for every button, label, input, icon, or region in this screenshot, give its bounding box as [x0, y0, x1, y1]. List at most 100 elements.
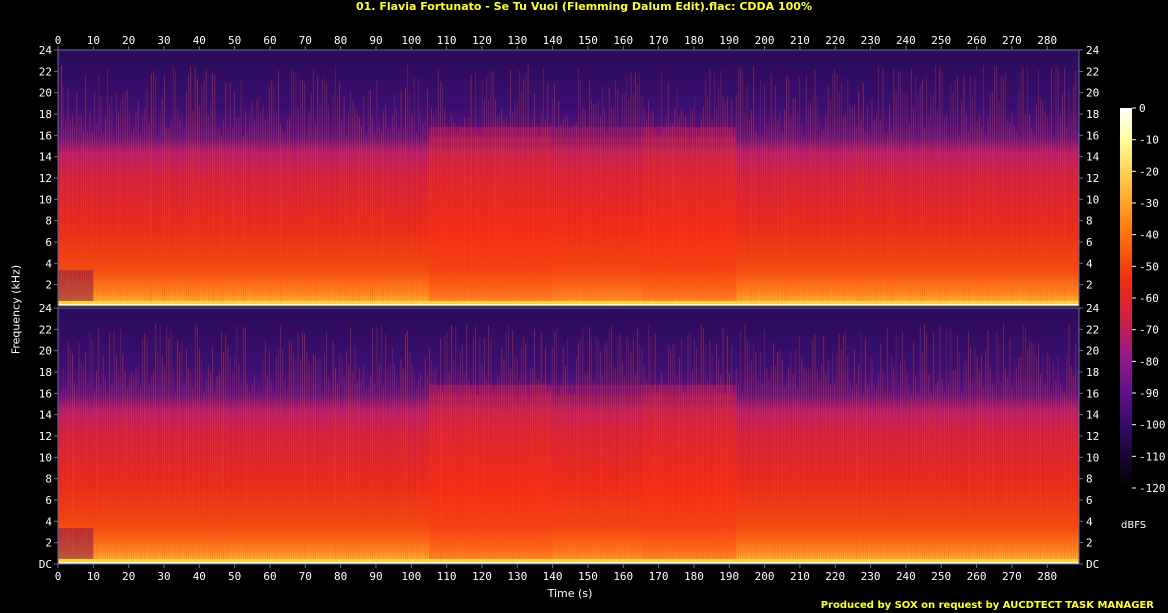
high-energy-edge	[428, 384, 553, 401]
channel-panel-2	[58, 308, 1079, 564]
y-tick-label-right: 12	[1086, 172, 1099, 185]
y-tick-label-left: 10	[39, 193, 52, 206]
y-tick-label-left: 18	[39, 108, 52, 121]
y-tick-label-left: 6	[45, 236, 52, 249]
y-tick-label-left: 14	[39, 151, 53, 164]
x-tick-label-bottom: 30	[157, 570, 170, 583]
y-tick-label-left: 24	[39, 302, 53, 315]
x-tick-label-bottom: 150	[578, 570, 598, 583]
x-tick-label-top: 260	[967, 34, 987, 47]
spectrogram-panels	[57, 49, 1080, 565]
x-tick-label-bottom: 170	[649, 570, 669, 583]
y-tick-label-left: 10	[39, 451, 52, 464]
x-tick-label-bottom: 220	[825, 570, 845, 583]
y-tick-label-right: 10	[1086, 451, 1099, 464]
y-tick-label-right: 18	[1086, 108, 1099, 121]
colorbar-tick-label: -90	[1139, 387, 1159, 400]
x-tick-label-bottom: 60	[263, 570, 276, 583]
x-tick-label-bottom: 250	[931, 570, 951, 583]
bass-band	[58, 559, 1079, 564]
colorbar-tick-label: -10	[1139, 134, 1159, 147]
x-tick-label-top: 170	[649, 34, 669, 47]
y-tick-label-left: 8	[45, 215, 52, 228]
y-tick-label-right: 6	[1086, 236, 1093, 249]
channel-panel-1	[58, 50, 1079, 306]
x-tick-label-top: 10	[87, 34, 100, 47]
x-tick-label-top: 240	[896, 34, 916, 47]
y-tick-label-left: 20	[39, 87, 52, 100]
y-tick-label-right: 16	[1086, 129, 1099, 142]
y-tick-label-right: 16	[1086, 387, 1099, 400]
x-tick-label-bottom: 270	[1002, 570, 1022, 583]
x-tick-label-top: 0	[55, 34, 62, 47]
high-energy-edge	[552, 126, 641, 143]
x-tick-label-bottom: 120	[472, 570, 492, 583]
x-tick-label-bottom: 50	[228, 570, 241, 583]
high-energy-edge	[552, 384, 641, 401]
x-tick-label-bottom: 160	[613, 570, 633, 583]
y-tick-label-right: 8	[1086, 473, 1093, 486]
y-tick-label-right: 22	[1086, 65, 1099, 78]
dc-band	[58, 304, 1079, 306]
y-tick-label-left: 18	[39, 366, 52, 379]
x-tick-label-top: 230	[861, 34, 881, 47]
colorbar-label: dBFS	[1121, 520, 1147, 531]
intro-region	[58, 528, 94, 559]
y-tick-label-left: 12	[39, 430, 52, 443]
y-tick-label-right: 20	[1086, 345, 1099, 358]
y-tick-label-right: 8	[1086, 215, 1093, 228]
y-tick-label-right: 6	[1086, 494, 1093, 507]
y-axis-label: Frequency (kHz)	[9, 264, 23, 355]
high-energy-region	[552, 137, 641, 306]
colorbar: 0 -10 -20 -30 -40 -50 -60 -70 -80 -90 -100 -110 -120	[1120, 102, 1166, 495]
x-tick-label-bottom: 260	[967, 570, 987, 583]
high-energy-edge	[640, 126, 737, 143]
high-energy-region	[640, 395, 737, 564]
y-tick-label-right: 20	[1086, 87, 1099, 100]
y-tick-label-right: 12	[1086, 430, 1099, 443]
high-energy-edge	[428, 126, 553, 143]
y-tick-label-left: 4	[45, 257, 52, 270]
y-tick-label-left: 2	[45, 537, 52, 550]
footer-credit: Produced by SOX on request by AUCDTECT T…	[820, 600, 1154, 611]
x-tick-label-bottom: 280	[1037, 570, 1057, 583]
x-tick-label-top: 130	[507, 34, 527, 47]
x-tick-label-bottom: 10	[87, 570, 100, 583]
y-tick-label-left: 12	[39, 172, 52, 185]
y-tick-label-left: 6	[45, 494, 52, 507]
y-tick-label-right: DC	[1086, 558, 1099, 571]
x-tick-label-top: 50	[228, 34, 241, 47]
x-tick-label-top: 20	[122, 34, 135, 47]
x-tick-label-top: 80	[334, 34, 347, 47]
x-tick-label-top: 110	[437, 34, 457, 47]
colorbar-tick-label: 0	[1139, 102, 1146, 115]
colorbar-bar	[1120, 108, 1132, 488]
y-tick-label-right: 14	[1086, 151, 1100, 164]
x-tick-label-top: 270	[1002, 34, 1022, 47]
x-tick-label-bottom: 230	[861, 570, 881, 583]
x-tick-label-top: 150	[578, 34, 598, 47]
x-tick-label-top: 100	[401, 34, 421, 47]
y-tick-label-left: 8	[45, 473, 52, 486]
x-tick-label-top: 280	[1037, 34, 1057, 47]
y-tick-label-left: 22	[39, 323, 52, 336]
x-tick-label-bottom: 70	[299, 570, 312, 583]
x-tick-label-top: 190	[719, 34, 739, 47]
chart-title: 01. Flavia Fortunato - Se Tu Vuoi (Flemm…	[356, 0, 812, 13]
x-tick-label-top: 60	[263, 34, 276, 47]
y-tick-label-right: 10	[1086, 193, 1099, 206]
x-tick-label-bottom: 130	[507, 570, 527, 583]
x-tick-label-top: 140	[543, 34, 563, 47]
colorbar-tick-label: -60	[1139, 292, 1159, 305]
y-tick-label-left: 22	[39, 65, 52, 78]
y-tick-label-left: 16	[39, 387, 52, 400]
colorbar-tick-label: -50	[1139, 260, 1159, 273]
x-axis-label: Time (s)	[547, 587, 593, 600]
x-tick-label-bottom: 240	[896, 570, 916, 583]
y-tick-label-left: 4	[45, 515, 52, 528]
x-tick-label-bottom: 210	[790, 570, 810, 583]
intro-region	[58, 270, 94, 301]
y-tick-label-right: 18	[1086, 366, 1099, 379]
x-tick-label-bottom: 190	[719, 570, 739, 583]
